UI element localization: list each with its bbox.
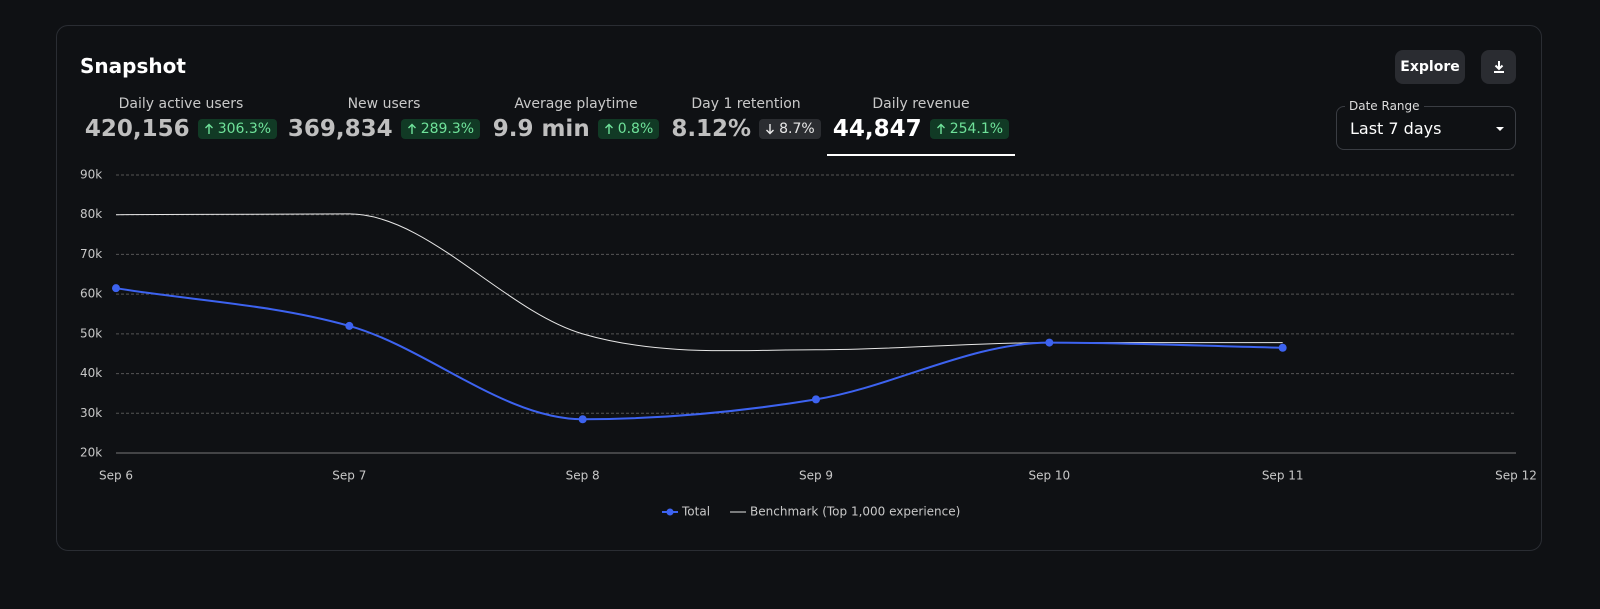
y-tick-label: 60k (80, 287, 102, 301)
change-badge: 0.8% (597, 119, 660, 139)
x-tick-label: Sep 12 (1495, 469, 1537, 483)
series-line (115, 287, 1283, 421)
metric-value: 420,156 (84, 116, 190, 142)
legend-marker (666, 508, 674, 516)
metric-value: 9.9 min (492, 116, 590, 142)
arrow-icon (204, 123, 213, 134)
date-range-value: Last 7 days (1350, 119, 1442, 138)
change-value: 0.8% (617, 121, 654, 137)
date-range-select[interactable]: Date Range Last 7 days (1336, 99, 1516, 150)
arrow-icon (766, 124, 775, 135)
data-point (578, 415, 587, 424)
download-button[interactable] (1481, 50, 1516, 84)
metric-label: New users (347, 96, 421, 112)
change-value: 306.3% (217, 121, 272, 137)
title: Snapshot (80, 54, 186, 78)
x-tick-label: Sep 7 (332, 469, 366, 483)
change-badge: 8.7% (759, 119, 821, 139)
y-tick-label: 30k (80, 406, 102, 420)
change-badge: 289.3% (400, 119, 481, 139)
metric-row: 420,156 306.3% (81, 116, 281, 142)
metric-label: Daily active users (118, 96, 244, 112)
dropdown-caret (1496, 127, 1504, 131)
arrow-icon (604, 123, 613, 134)
data-point (345, 321, 354, 330)
metric-tab[interactable]: Day 1 retention 8.12% 8.7% (646, 96, 846, 154)
x-tick-label: Sep 10 (1028, 469, 1070, 483)
data-point (1278, 343, 1287, 352)
change-badge: 306.3% (197, 119, 278, 139)
x-tick-label: Sep 11 (1262, 469, 1304, 483)
metric-label: Average playtime (514, 96, 638, 112)
series-line (115, 213, 1283, 352)
metric-value: 369,834 (287, 116, 393, 142)
data-point (112, 284, 120, 293)
metric-row: 9.9 min 0.8% (476, 116, 676, 142)
metric-value: 8.12% (671, 116, 752, 142)
y-tick-label: 70k (80, 247, 102, 261)
metric-tab[interactable]: Average playtime 9.9 min 0.8% (476, 96, 676, 154)
metric-tab[interactable]: Daily active users 420,156 306.3% (81, 96, 281, 154)
metric-label: Day 1 retention (691, 96, 801, 112)
date-range-label: Date Range (1345, 99, 1424, 113)
legend-label: Benchmark (Top 1,000 experience) (750, 505, 960, 519)
change-value: 254.1% (949, 121, 1004, 137)
metric-row: 44,847 254.1% (827, 116, 1015, 142)
y-tick-label: 90k (80, 168, 102, 182)
y-tick-label: 40k (80, 366, 102, 380)
metric-value: 44,847 (832, 116, 922, 142)
change-value: 8.7% (779, 121, 815, 137)
metric-row: 8.12% 8.7% (646, 116, 846, 142)
metric-tab[interactable]: New users 369,834 289.3% (284, 96, 484, 154)
download-icon (1493, 61, 1504, 73)
metric-row: 369,834 289.3% (284, 116, 484, 142)
x-tick-label: Sep 6 (99, 469, 133, 483)
snapshot-card (56, 25, 1542, 551)
metric-label: Daily revenue (872, 96, 970, 112)
x-tick-label: Sep 8 (566, 469, 600, 483)
y-tick-label: 80k (80, 207, 102, 221)
data-point (1045, 338, 1054, 347)
arrow-icon (936, 123, 945, 134)
y-tick-label: 50k (80, 326, 102, 340)
x-tick-label: Sep 9 (799, 469, 833, 483)
explore-button[interactable]: Explore (1395, 50, 1465, 84)
data-point (812, 395, 820, 404)
y-tick-label: 20k (80, 446, 102, 460)
arrow-icon (407, 123, 416, 134)
legend-label: Total (681, 505, 710, 519)
metric-tab[interactable]: Daily revenue 44,847 254.1% (827, 96, 1015, 156)
change-badge: 254.1% (929, 119, 1010, 139)
change-value: 289.3% (420, 121, 475, 137)
